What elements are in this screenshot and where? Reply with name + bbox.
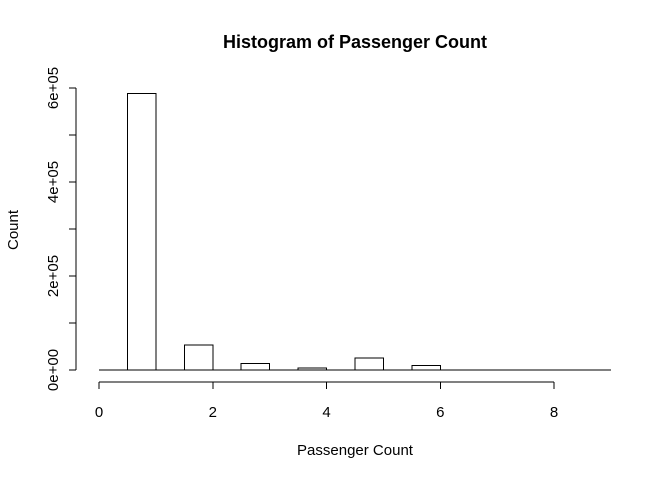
x-axis-label: Passenger Count [297,442,414,459]
x-tick-label: 0 [95,404,103,421]
histogram-bar [126,93,157,371]
histogram-bar [183,344,214,371]
x-axis: 0 2 4 6 8 [95,381,558,421]
y-tick-label: 0e+00 [45,349,62,391]
x-tick-label: 8 [550,404,558,421]
bars-group [99,93,611,371]
chart-title: Histogram of Passenger Count [223,32,487,52]
x-tick-label: 4 [322,404,330,421]
y-axis: 0e+00 2e+05 4e+05 6e+05 [45,67,77,391]
histogram-bar [354,357,384,371]
histogram-bar [411,364,441,371]
y-axis-label: Count [5,209,22,250]
y-tick-label: 2e+05 [45,255,62,297]
x-tick-label: 6 [436,404,444,421]
y-tick-label: 4e+05 [45,161,62,203]
histogram-bar [240,362,271,371]
histogram-bar [297,367,327,371]
y-tick-label: 6e+05 [45,67,62,109]
x-tick-label: 2 [209,404,217,421]
